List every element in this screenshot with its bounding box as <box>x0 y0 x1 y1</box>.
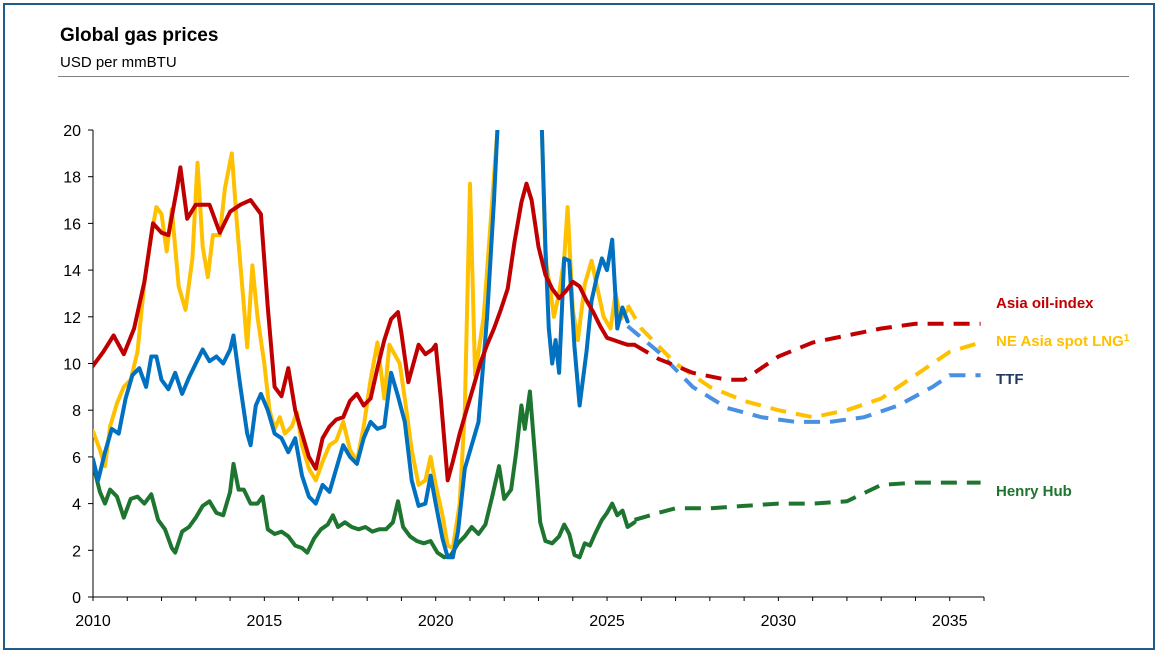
legend-label-ttf: TTF <box>996 371 1024 388</box>
series-line-asia-oil-index-projection <box>633 321 981 382</box>
y-tick-label: 8 <box>72 403 81 420</box>
series-line-ne-asia-spot-lng-projection <box>625 304 982 420</box>
series-line-ttf-historical-2 <box>539 130 630 408</box>
y-tick-label: 12 <box>63 310 81 327</box>
series-line-henry-hub-historical <box>93 389 637 560</box>
y-tick-label: 14 <box>63 263 81 280</box>
y-tick-label: 20 <box>63 123 81 140</box>
legend-label-asia-oil-index: Asia oil-index <box>996 295 1094 312</box>
chart-subtitle: USD per mmBTU <box>60 54 177 71</box>
title-divider <box>58 76 1129 77</box>
x-tick-label: 2020 <box>418 613 454 630</box>
y-tick-label: 18 <box>63 170 81 187</box>
series-line-ttf-projection <box>626 324 981 424</box>
x-tick-label: 2010 <box>75 613 111 630</box>
y-tick-label: 0 <box>72 590 81 607</box>
x-tick-label: 2030 <box>761 613 797 630</box>
y-axis-ticks: 0 2 4 6 8 10 12 14 16 18 20 <box>63 123 93 607</box>
series-line-ttf-historical <box>93 130 500 560</box>
series-line-ne-asia-spot-lng-historical <box>93 130 500 550</box>
series-line-ne-asia-spot-lng-historical-2 <box>539 130 630 343</box>
y-tick-label: 2 <box>72 543 81 560</box>
legend-label-henry-hub: Henry Hub <box>996 483 1072 500</box>
x-tick-label: 2035 <box>932 613 968 630</box>
y-tick-label: 16 <box>63 216 81 233</box>
series-layer <box>93 130 982 560</box>
series-line-asia-oil-index-historical <box>93 165 637 483</box>
x-axis-ticks: 2010 2015 2020 2025 2030 2035 <box>75 597 985 630</box>
x-tick-label: 2015 <box>247 613 283 630</box>
legend-label-ne-asia-spot-lng: NE Asia spot LNG1 <box>996 333 1130 351</box>
y-tick-label: 6 <box>72 450 81 467</box>
y-tick-label: 4 <box>72 497 81 514</box>
y-tick-label: 10 <box>63 357 81 374</box>
chart-title: Global gas prices <box>60 25 219 46</box>
x-tick-label: 2025 <box>589 613 625 630</box>
series-line-henry-hub-projection <box>633 480 981 522</box>
legend: Asia oil-index NE Asia spot LNG1 TTF Hen… <box>996 295 1130 500</box>
